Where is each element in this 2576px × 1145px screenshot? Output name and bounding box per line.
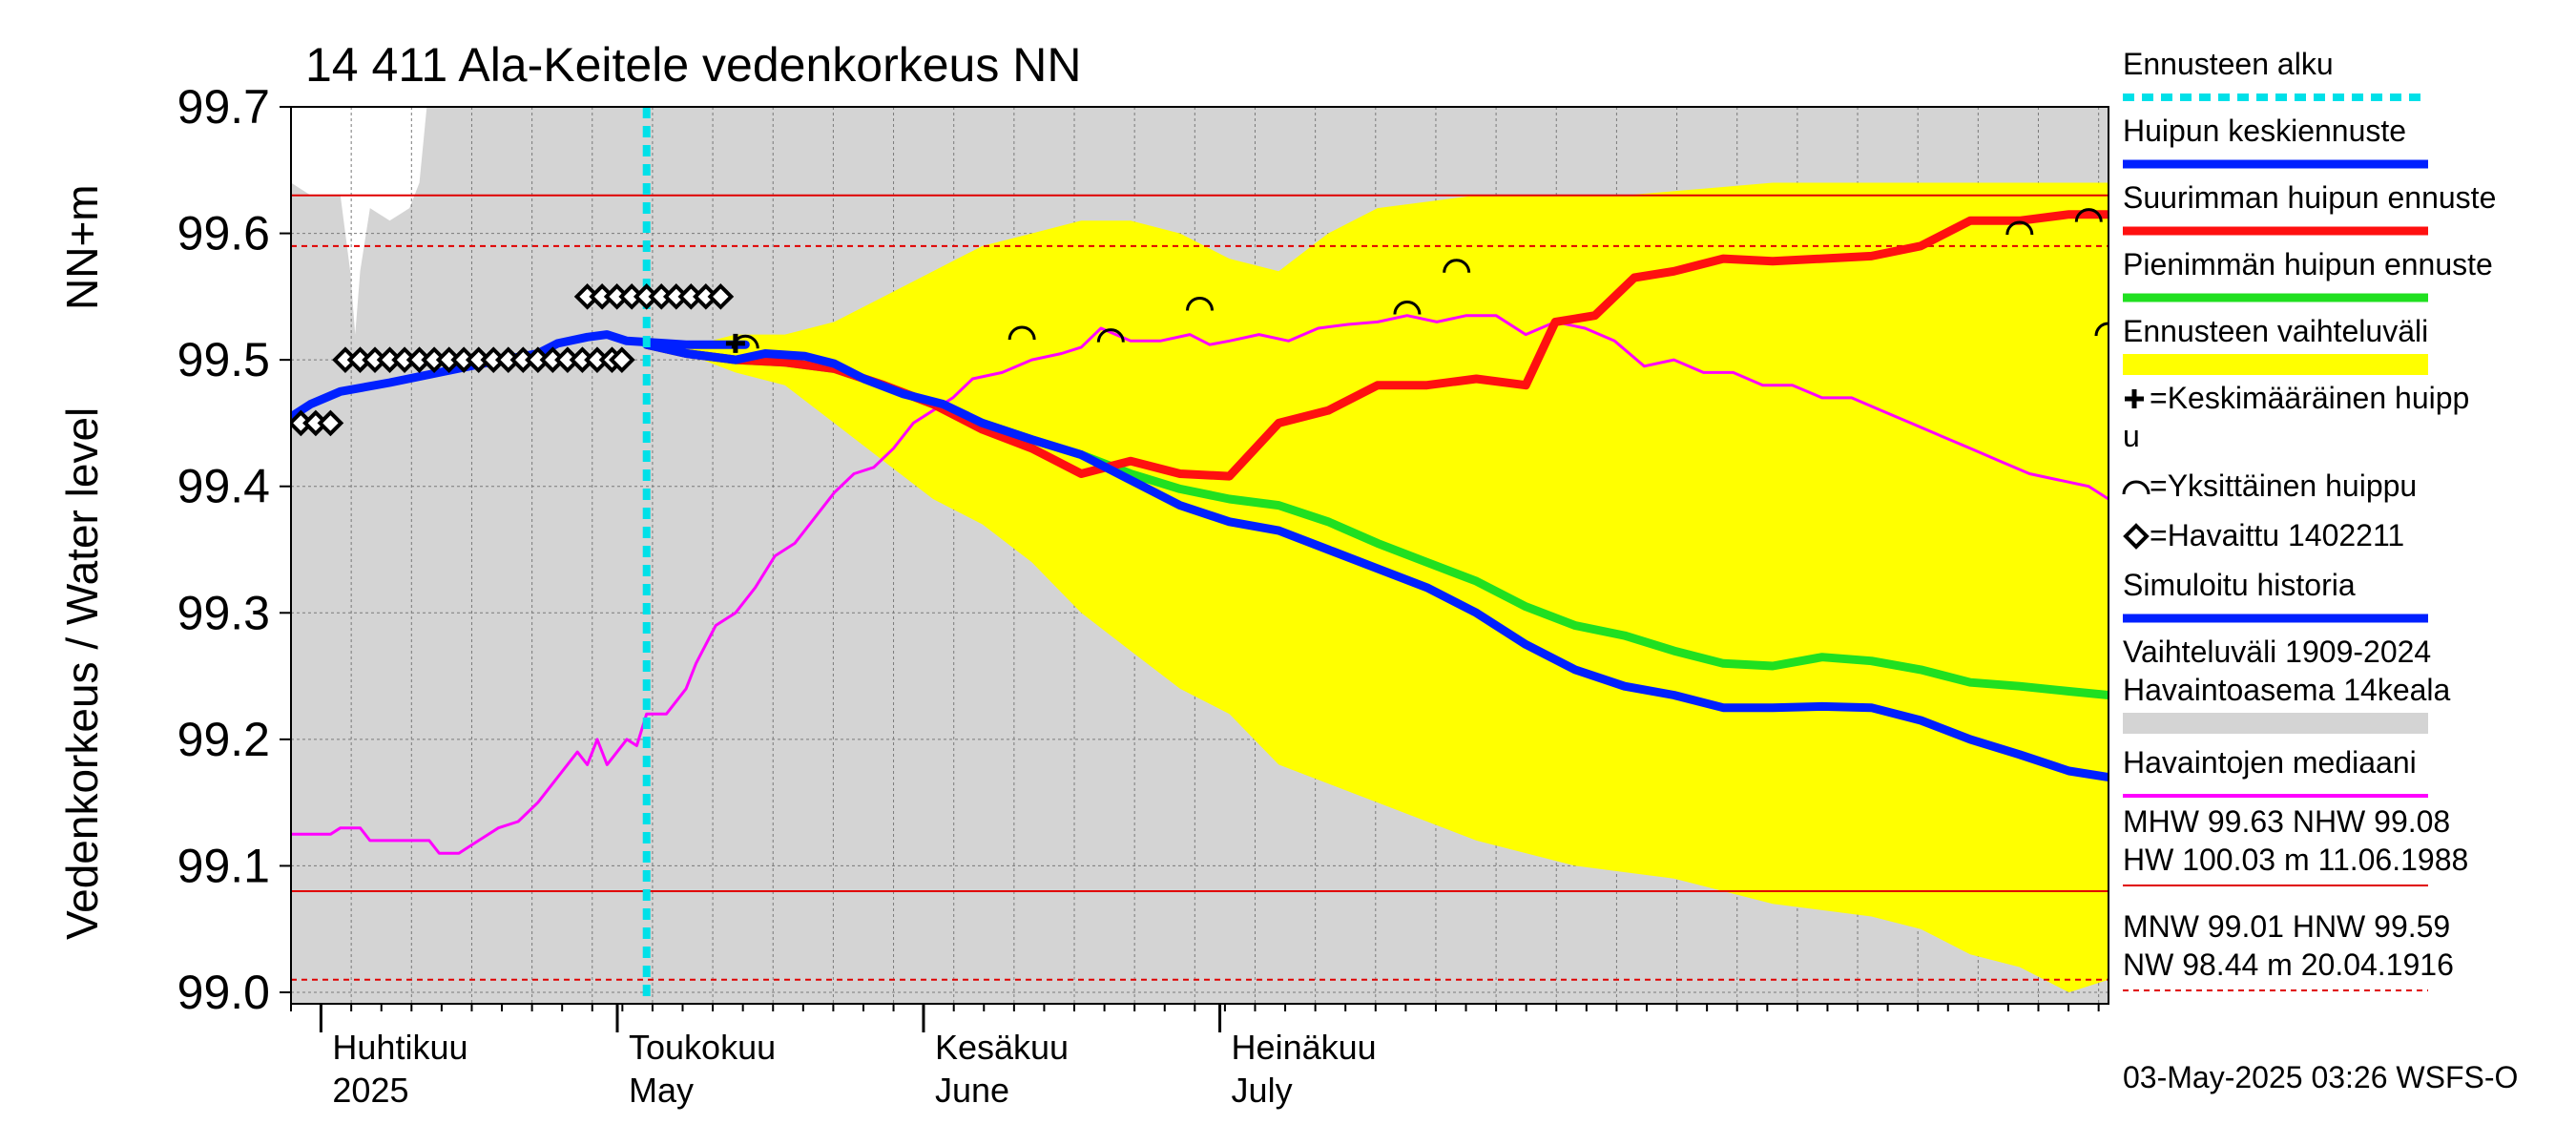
historical-range-top-gap <box>291 107 489 335</box>
single-peak-marker <box>1443 259 1471 273</box>
y-tick-label: 99.6 <box>177 207 270 260</box>
legend-label: =Yksittäinen huippu <box>2150 468 2417 503</box>
legend-label: =Keskimääräinen huipp <box>2150 381 2469 415</box>
legend-label: Havaintojen mediaani <box>2123 745 2417 780</box>
legend-label: Pienimmän huipun ennuste <box>2123 247 2493 281</box>
axes: 99.0 99.1 99.2 99.3 99.4 99.5 99.6 99.7 Huhtikuu… <box>177 80 2100 1110</box>
observed-diamond <box>317 409 344 437</box>
series-line-simuloitu-historia <box>291 330 750 422</box>
legend-label: Ennusteen vaihteluväli <box>2123 314 2428 348</box>
legend-label: Huipun keskiennuste <box>2123 114 2406 148</box>
footer-timestamp: 03-May-2025 03:26 WSFS-O <box>2123 1060 2518 1094</box>
month-label-fi: Toukokuu <box>629 1028 776 1067</box>
legend-label: Ennusteen alku <box>2123 47 2334 81</box>
legend-label-2: u <box>2123 419 2140 453</box>
y-axis-label: Vedenkorkeus / Water level <box>57 407 107 940</box>
y-axis-unit: NN+m <box>57 184 107 310</box>
legend-plus-icon <box>2125 389 2144 408</box>
y-tick-label: 99.3 <box>177 586 270 639</box>
y-tick-label: 99.4 <box>177 460 270 513</box>
single-peak-marker <box>1096 328 1125 343</box>
legend-label-2: Havaintoasema 14keala <box>2123 673 2451 707</box>
stats-line-2: HW 100.03 m 11.06.1988 <box>2123 843 2468 877</box>
y-tick-label: 99.2 <box>177 713 270 766</box>
month-label-en: July <box>1232 1071 1293 1110</box>
series-line-huipun-keskiennuste <box>642 340 2109 782</box>
month-label-en: June <box>935 1071 1009 1110</box>
forecast-range-area <box>646 182 2109 992</box>
y-tick-label: 99.7 <box>177 80 270 134</box>
single-peak-marker <box>1008 325 1036 341</box>
single-peak-marker <box>2094 322 2109 337</box>
chart-title: 14 411 Ala-Keitele vedenkorkeus NN <box>305 38 1081 92</box>
mean-peak-marker <box>725 333 745 353</box>
stats-line-3: MNW 99.01 HNW 99.59 <box>2123 909 2450 944</box>
legend-diamond-icon <box>2123 523 2150 550</box>
y-tick-label: 99.5 <box>177 333 270 386</box>
legend-arc-icon <box>2122 480 2150 495</box>
month-label-fi: Kesäkuu <box>935 1028 1069 1067</box>
single-peak-marker <box>1393 300 1422 315</box>
month-label-fi: Huhtikuu <box>332 1028 467 1067</box>
stats-line-4: NW 98.44 m 20.04.1916 <box>2123 947 2454 982</box>
plot-area <box>291 107 2109 1004</box>
observed-diamond <box>609 346 635 373</box>
plot-frame <box>290 106 2109 1005</box>
legend-label: Suurimman huipun ennuste <box>2123 180 2496 215</box>
stats-line-1: MHW 99.63 NHW 99.08 <box>2123 804 2450 839</box>
month-label-fi: Heinäkuu <box>1232 1028 1377 1067</box>
observed-diamond <box>707 283 735 310</box>
month-label-en: May <box>629 1071 694 1110</box>
legend-label: Vaihteluväli 1909-2024 <box>2123 635 2431 669</box>
series-line-havaintojen-mediaani <box>291 314 2109 855</box>
single-peak-marker <box>2005 220 2034 236</box>
month-label-en: 2025 <box>332 1071 408 1110</box>
y-tick-label: 99.1 <box>177 839 270 892</box>
single-peak-marker <box>1186 296 1214 311</box>
y-tick-label: 99.0 <box>177 966 270 1019</box>
single-peak-marker <box>2074 208 2103 222</box>
legend: Ennusteen alku Huipun keskiennuste Suurimm… <box>2122 47 2496 991</box>
legend-label: =Havaittu 1402211 <box>2150 518 2404 552</box>
legend-label: Simuloitu historia <box>2123 568 2356 602</box>
